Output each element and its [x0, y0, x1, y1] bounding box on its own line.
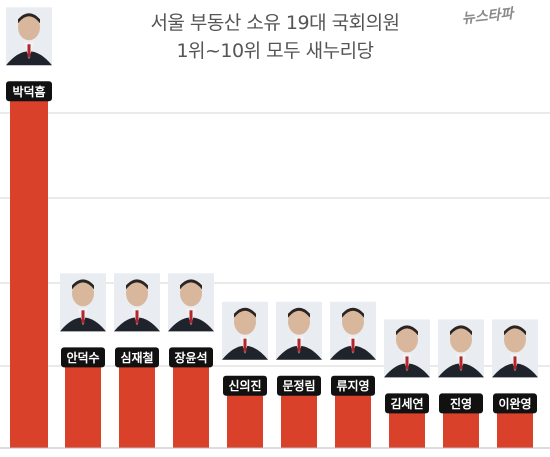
chart-title-line-2: 1위~10위 모두 새누리당 [176, 40, 374, 62]
name-label-box-10 [493, 393, 537, 414]
bar-2 [65, 359, 101, 448]
bar-1 [10, 93, 48, 448]
name-label-box-4 [169, 347, 213, 368]
name-label-5: 신의진 [228, 378, 261, 393]
name-label-box-9 [439, 393, 483, 414]
name-label-2: 안덕수 [66, 350, 99, 365]
portrait-3 [114, 273, 160, 332]
chart-title-line-1: 서울 부동산 소유 19대 국회의원 [150, 12, 400, 34]
name-label-6: 문정림 [282, 378, 315, 393]
name-label-9: 진영 [450, 396, 472, 411]
name-label-box-3 [115, 347, 159, 368]
name-label-4: 장윤석 [174, 350, 207, 365]
name-label-box-5 [223, 375, 267, 396]
portrait-5 [222, 301, 268, 360]
portrait-2 [60, 273, 106, 332]
portrait-7 [330, 301, 376, 360]
name-label-10: 이완영 [498, 396, 531, 411]
bar-4 [173, 359, 209, 448]
bar-3 [119, 359, 155, 448]
portrait-6 [276, 301, 322, 360]
portrait-9 [438, 319, 484, 378]
portrait-1 [6, 7, 52, 66]
bar-5 [227, 387, 263, 448]
name-label-box-6 [277, 375, 321, 396]
name-label-box-8 [385, 393, 429, 414]
portrait-4 [168, 273, 214, 332]
name-label-8: 김세연 [390, 396, 423, 411]
portrait-8 [384, 319, 430, 378]
name-label-3: 심재철 [120, 350, 153, 365]
portrait-10 [492, 319, 538, 378]
name-label-box-2 [61, 347, 105, 368]
name-label-box-1 [6, 81, 52, 102]
name-label-box-7 [331, 375, 375, 396]
bar-7 [335, 387, 371, 448]
name-label-7: 류지영 [336, 378, 369, 393]
bar-6 [281, 387, 317, 448]
name-label-1: 박덕흠 [12, 84, 45, 99]
